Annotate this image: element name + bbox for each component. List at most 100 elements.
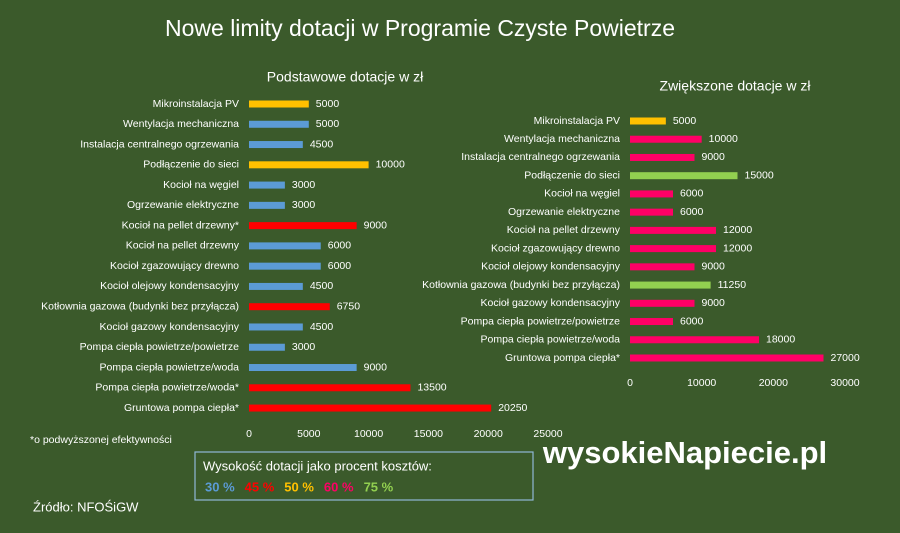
bar — [630, 299, 695, 307]
value-label: 9000 — [364, 219, 388, 231]
x-tick-label: 15000 — [414, 428, 443, 440]
bar — [630, 172, 738, 180]
bar — [630, 190, 673, 198]
x-tick-label: 5000 — [297, 428, 321, 440]
y-tick-label: Pompa ciepła powietrze/woda — [100, 361, 240, 373]
value-label: 15000 — [745, 169, 774, 181]
y-tick-label: Kocioł gazowy kondensacyjny — [481, 297, 621, 309]
bar — [249, 343, 285, 351]
chart-title: Podstawowe dotacje w zł — [267, 69, 424, 85]
y-tick-label: Kocioł zgazowujący drewno — [110, 260, 239, 272]
x-tick-label: 10000 — [354, 428, 383, 440]
value-label: 12000 — [723, 224, 752, 236]
value-label: 4500 — [310, 280, 334, 292]
value-label: 27000 — [831, 352, 860, 364]
legend-item: 30 % — [205, 479, 235, 494]
x-tick-label: 0 — [627, 377, 633, 389]
bar — [249, 242, 321, 250]
footnote: *o podwyższonej efektywności — [30, 434, 172, 446]
x-tick-label: 0 — [246, 428, 252, 440]
y-tick-label: Ogrzewanie elektryczne — [127, 199, 239, 211]
value-label: 9000 — [702, 297, 726, 309]
bar — [249, 161, 369, 169]
value-label: 4500 — [310, 138, 334, 150]
value-label: 11250 — [718, 279, 747, 291]
logo: wysokieNapiecie.pl — [542, 435, 827, 470]
value-label: 20250 — [498, 402, 527, 414]
y-tick-label: Pompa ciepła powietrze/powietrze — [461, 315, 620, 327]
legend-item: 50 % — [284, 479, 314, 494]
y-tick-label: Kocioł zgazowujący drewno — [491, 242, 620, 254]
value-label: 10000 — [709, 133, 738, 145]
value-label: 3000 — [292, 341, 316, 353]
y-tick-label: Podłączenie do sieci — [524, 169, 620, 181]
chart-title: Zwiększone dotacje w zł — [660, 78, 812, 94]
value-label: 6750 — [337, 300, 361, 312]
bar — [249, 201, 285, 209]
bar — [630, 354, 824, 362]
main-title: Nowe limity dotacji w Programie Czyste P… — [165, 15, 675, 41]
y-tick-label: Kocioł na pellet drzewny* — [122, 219, 239, 231]
y-tick-label: Pompa ciepła powietrze/powietrze — [80, 341, 239, 353]
legend-item: 60 % — [324, 479, 354, 494]
value-label: 6000 — [328, 260, 352, 272]
x-tick-label: 30000 — [830, 377, 859, 389]
bar — [249, 282, 303, 290]
bar — [630, 336, 759, 344]
legend-title: Wysokość dotacji jako procent kosztów: — [203, 458, 432, 473]
bar — [249, 303, 330, 311]
value-label: 9000 — [702, 261, 726, 273]
y-tick-label: Pompa ciepła powietrze/woda* — [95, 382, 239, 394]
bar — [249, 262, 321, 270]
y-tick-label: Kocioł gazowy kondensacyjny — [100, 321, 240, 333]
y-tick-label: Kocioł olejowy kondensacyjny — [100, 280, 240, 292]
bar — [249, 404, 492, 412]
y-tick-label: Kotłownia gazowa (budynki bez przyłącza) — [422, 279, 620, 291]
bar — [249, 181, 285, 189]
value-label: 18000 — [766, 334, 795, 346]
value-label: 13500 — [417, 382, 446, 394]
bar — [249, 100, 309, 108]
value-label: 6000 — [680, 206, 704, 218]
y-tick-label: Gruntowa pompa ciepła* — [124, 402, 239, 414]
y-tick-label: Ogrzewanie elektryczne — [508, 206, 620, 218]
x-tick-label: 10000 — [687, 377, 716, 389]
value-label: 12000 — [723, 242, 752, 254]
y-tick-label: Wentylacja mechaniczna — [504, 133, 620, 145]
y-tick-label: Kocioł na pellet drzewny — [126, 240, 240, 252]
value-label: 10000 — [376, 159, 405, 171]
legend-item: 75 % — [364, 479, 394, 494]
bar — [630, 245, 716, 253]
bar — [630, 226, 716, 234]
value-label: 4500 — [310, 321, 334, 333]
bar — [630, 117, 666, 125]
y-tick-label: Instalacja centralnego ogrzewania — [461, 151, 620, 163]
legend-item: 45 % — [245, 479, 275, 494]
bar — [249, 141, 303, 149]
y-tick-label: Podłączenie do sieci — [143, 159, 239, 171]
y-tick-label: Kotłownia gazowa (budynki bez przyłącza) — [41, 300, 239, 312]
y-tick-label: Instalacja centralnego ogrzewania — [80, 138, 239, 150]
value-label: 6000 — [328, 240, 352, 252]
bar — [630, 153, 695, 161]
y-tick-label: Kocioł olejowy kondensacyjny — [481, 261, 621, 273]
y-tick-label: Mikroinstalacja PV — [153, 98, 239, 110]
bar — [249, 120, 309, 128]
value-label: 6000 — [680, 315, 704, 327]
legend-box — [194, 451, 534, 501]
value-label: 5000 — [316, 118, 340, 130]
bar — [249, 364, 357, 372]
value-label: 5000 — [316, 98, 340, 110]
x-tick-label: 20000 — [474, 428, 503, 440]
y-tick-label: Kocioł na węgiel — [163, 179, 239, 191]
y-tick-label: Wentylacja mechaniczna — [123, 118, 239, 130]
bar — [249, 384, 411, 392]
value-label: 9000 — [364, 361, 388, 373]
y-tick-label: Kocioł na węgiel — [544, 188, 620, 200]
value-label: 3000 — [292, 199, 316, 211]
y-tick-label: Kocioł na pellet drzewny — [507, 224, 621, 236]
bar — [630, 281, 711, 289]
y-tick-label: Pompa ciepła powietrze/woda — [481, 334, 621, 346]
